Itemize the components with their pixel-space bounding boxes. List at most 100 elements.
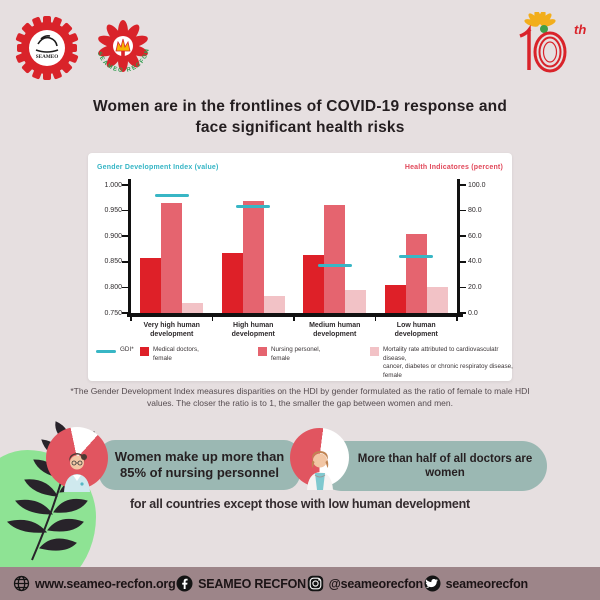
nurse-illustration	[64, 453, 90, 492]
page-title-line2: face significant health risks	[195, 118, 405, 136]
x-boundary-tick	[211, 316, 214, 321]
plot-area: Very high human development High human de…	[104, 179, 486, 338]
bar-3-1	[182, 303, 204, 313]
footer-instagram-link[interactable]: @seameorecfon	[307, 575, 423, 592]
legend-label-2: Medical doctors, female	[153, 346, 199, 362]
legend-item-3: Nursing personel, female	[258, 346, 335, 363]
left-axis-line	[128, 179, 131, 316]
footer-twitter-link[interactable]: seameorecfon	[424, 575, 528, 592]
doctors-highlight-text: More than half of all doctors are women	[357, 452, 533, 479]
right-tick	[460, 286, 466, 289]
left-tick	[122, 184, 128, 186]
right-tick-label: 80.0	[468, 207, 482, 215]
page-title-line1: Women are in the frontlines of COVID-19 …	[92, 98, 508, 115]
right-tick	[460, 261, 466, 263]
x-category-label: High human development	[231, 322, 275, 339]
left-tick-label: 0.900	[104, 232, 122, 240]
right-axis-title: Health Indicatores (percent)	[404, 164, 503, 171]
seameo-logo-text: SEAMEO	[36, 54, 58, 60]
bar-1-3	[303, 254, 325, 313]
legend-item-2: Medical doctors, female	[140, 346, 215, 363]
bar-3-2	[263, 296, 285, 313]
legend-label-1: GDI*	[120, 346, 134, 353]
bar-2-4	[405, 233, 427, 313]
tenth-anniversary-logo: th	[519, 12, 586, 73]
right-tick	[460, 235, 466, 237]
left-tick-label: 0.850	[104, 258, 122, 266]
right-tick-label: 40.0	[468, 258, 482, 266]
doctors-pie-chart	[290, 428, 349, 490]
gdi-line-1	[154, 193, 189, 197]
footer-twitter-label: seameorecfon	[445, 576, 529, 591]
bar-2-3	[324, 205, 346, 313]
gdi-line-3	[317, 263, 352, 267]
right-tick	[460, 184, 466, 186]
x-boundary-tick	[374, 316, 377, 321]
x-category-label: Medium human development	[309, 322, 361, 339]
seameo-logo: SEAMEO	[15, 16, 79, 80]
legend-item-4: Mortality rate attributed to cardiovascu…	[370, 346, 513, 380]
seameo-recfon-logo: SEAMEO RECFON	[96, 20, 150, 74]
right-tick-label: 20.0	[468, 283, 482, 291]
footer-instagram-label: @seameorecfon	[328, 576, 424, 591]
nursing-highlight-pill: Women make up more than 85% of nursing p…	[99, 440, 300, 490]
left-axis-title: Gender Development Index (value)	[97, 164, 219, 171]
footer-facebook-link[interactable]: SEAMEO RECFON	[176, 575, 306, 592]
recfon-crown-icon	[115, 38, 131, 52]
bar-3-3	[345, 289, 367, 313]
nursing-highlight-text: Women make up more than 85% of nursing p…	[114, 448, 285, 480]
left-tick	[122, 209, 128, 212]
left-tick	[122, 235, 128, 237]
bar-1-2	[221, 253, 243, 313]
right-tick-label: 0.0	[468, 309, 478, 317]
gdi-line-4	[399, 255, 434, 259]
footer-website-link[interactable]: www.seameo-recfon.org	[13, 575, 176, 592]
gdi-line-2	[236, 205, 271, 208]
left-tick	[122, 312, 128, 314]
left-tick-label: 0.950	[104, 207, 122, 215]
footer-facebook-label: SEAMEO RECFON	[198, 576, 306, 591]
legend-label-4: Mortality rate attributed to cardiovascu…	[383, 346, 513, 379]
facebook-icon	[176, 575, 193, 592]
globe-icon	[13, 575, 30, 592]
anniv-green-dot	[540, 25, 548, 33]
chart-panel: Gender Development Index (value) Health …	[88, 153, 513, 381]
bar-1-1	[140, 257, 162, 313]
bar-3-4	[426, 287, 448, 313]
x-boundary-tick	[293, 316, 295, 321]
x-category-label: Low human development	[394, 322, 438, 339]
x-boundary-tick	[456, 316, 458, 321]
doctor-illustration	[306, 451, 333, 490]
legend-swatch-4	[370, 347, 379, 356]
legend-label-3: Nursing personel, female	[271, 346, 321, 362]
twitter-icon	[424, 575, 441, 592]
instagram-icon	[307, 575, 323, 592]
left-tick	[122, 286, 128, 289]
x-axis-line	[127, 313, 463, 317]
right-axis-line	[457, 179, 460, 316]
footer-bar: www.seameo-recfon.org SEAMEO RECFON @sea…	[0, 567, 600, 600]
footer-website-label: www.seameo-recfon.org	[35, 576, 176, 591]
left-tick-label: 0.750	[104, 309, 122, 317]
chart-legend: GDI* Medical doctors, female Nursing perso…	[88, 346, 513, 380]
doctors-highlight-pill: More than half of all doctors are women	[317, 441, 547, 491]
legend-item-1: GDI*	[96, 346, 146, 355]
bar-1-4	[384, 284, 406, 313]
right-tick-label: 60.0	[468, 232, 482, 240]
bar-2-2	[242, 201, 264, 313]
page-title: Women are in the frontlines of COVID-19 …	[0, 97, 600, 139]
seameo-emblem-glyph	[35, 35, 59, 53]
left-tick	[122, 261, 128, 263]
right-tick	[460, 209, 466, 212]
left-tick-label: 0.800	[104, 283, 122, 291]
right-tick-label: 100.0	[468, 181, 486, 189]
x-boundary-tick	[130, 316, 132, 321]
highlight-caption: for all countries except those with low …	[129, 497, 471, 511]
legend-swatch-2	[140, 347, 149, 356]
right-tick	[460, 312, 466, 314]
legend-swatch-1	[96, 350, 116, 353]
nursing-pie-chart	[46, 427, 108, 492]
left-tick-label: 1.000	[104, 181, 122, 189]
bar-2-1	[161, 202, 183, 313]
